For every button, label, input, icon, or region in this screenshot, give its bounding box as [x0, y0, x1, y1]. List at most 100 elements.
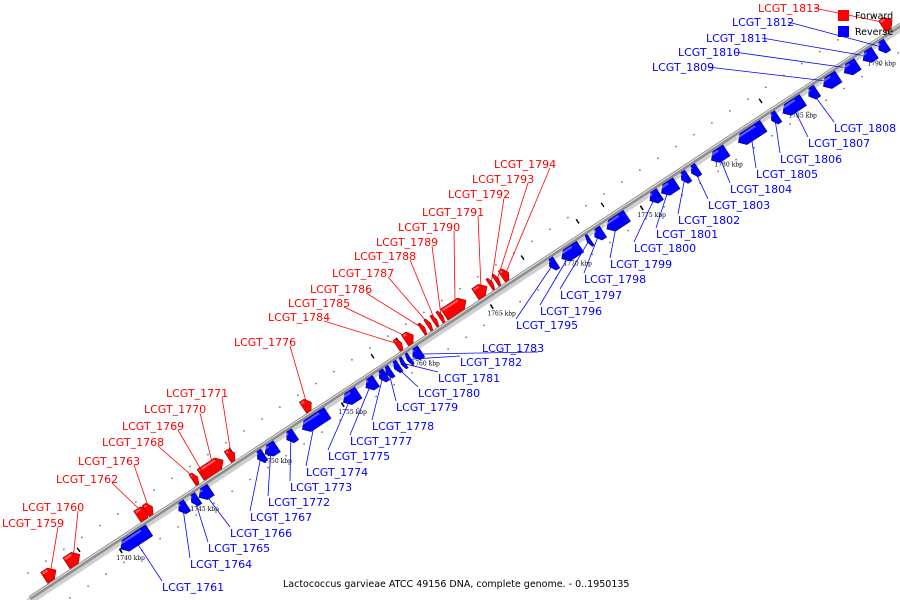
gene-feature[interactable]: [768, 110, 783, 126]
forward-gene-arrow[interactable]: [188, 472, 201, 487]
reverse-gene-arrow[interactable]: [678, 169, 693, 185]
gene-feature[interactable]: [409, 345, 426, 362]
gene-label[interactable]: LCGT_1782: [460, 356, 522, 369]
gene-label[interactable]: LCGT_1797: [560, 289, 622, 302]
reverse-gene-arrow[interactable]: [404, 352, 415, 366]
gene-feature[interactable]: [440, 295, 470, 321]
reverse-gene-arrow[interactable]: [646, 188, 664, 206]
gene-label[interactable]: LCGT_1794: [494, 158, 556, 171]
gene-label[interactable]: LCGT_1791: [422, 206, 484, 219]
gene-label[interactable]: LCGT_1785: [288, 297, 350, 310]
reverse-gene-arrow[interactable]: [299, 407, 332, 435]
forward-gene-arrow[interactable]: [497, 267, 512, 283]
gene-feature[interactable]: [546, 256, 561, 272]
gene-label[interactable]: LCGT_1789: [376, 236, 438, 249]
gene-label[interactable]: LCGT_1807: [808, 137, 870, 150]
forward-gene-arrow[interactable]: [40, 565, 60, 584]
gene-feature[interactable]: [340, 386, 363, 408]
reverse-gene-arrow[interactable]: [409, 345, 426, 362]
gene-label[interactable]: LCGT_1793: [472, 173, 534, 186]
forward-gene-arrow[interactable]: [429, 314, 440, 328]
gene-feature[interactable]: [400, 330, 417, 347]
gene-label[interactable]: LCGT_1788: [354, 250, 416, 263]
forward-gene-arrow[interactable]: [392, 337, 405, 352]
gene-label[interactable]: LCGT_1781: [438, 372, 500, 385]
gene-feature[interactable]: [117, 524, 154, 555]
gene-feature[interactable]: [423, 318, 434, 332]
gene-label[interactable]: LCGT_1811: [706, 32, 768, 45]
gene-label[interactable]: LCGT_1808: [834, 122, 896, 135]
gene-feature[interactable]: [646, 188, 664, 206]
gene-feature[interactable]: [199, 455, 227, 480]
forward-gene-arrow[interactable]: [400, 330, 417, 347]
gene-label[interactable]: LCGT_1770: [144, 403, 206, 416]
gene-feature[interactable]: [391, 359, 404, 374]
gene-label[interactable]: LCGT_1796: [540, 305, 602, 318]
gene-feature[interactable]: [254, 448, 269, 464]
reverse-gene-arrow[interactable]: [391, 359, 404, 374]
forward-gene-arrow[interactable]: [223, 447, 238, 463]
gene-feature[interactable]: [299, 407, 332, 435]
gene-feature[interactable]: [298, 397, 315, 414]
gene-label[interactable]: LCGT_1765: [208, 542, 270, 555]
gene-label[interactable]: LCGT_1761: [162, 581, 224, 594]
gene-feature[interactable]: [491, 273, 502, 287]
gene-label[interactable]: LCGT_1805: [756, 168, 818, 181]
reverse-gene-arrow[interactable]: [546, 256, 561, 272]
gene-label[interactable]: LCGT_1804: [730, 183, 792, 196]
gene-feature[interactable]: [223, 447, 238, 463]
gene-feature[interactable]: [485, 277, 496, 291]
gene-label[interactable]: LCGT_1773: [290, 481, 352, 494]
gene-feature[interactable]: [195, 483, 215, 503]
reverse-gene-arrow[interactable]: [283, 428, 300, 445]
reverse-gene-arrow[interactable]: [688, 163, 703, 178]
gene-label[interactable]: LCGT_1779: [396, 401, 458, 414]
gene-label[interactable]: LCGT_1792: [448, 188, 510, 201]
gene-feature[interactable]: [376, 368, 391, 384]
gene-feature[interactable]: [878, 14, 896, 33]
gene-feature[interactable]: [383, 365, 396, 379]
reverse-gene-arrow[interactable]: [735, 120, 768, 148]
gene-label[interactable]: LCGT_1759: [2, 517, 64, 530]
gene-label[interactable]: LCGT_1812: [732, 16, 794, 29]
forward-gene-arrow[interactable]: [298, 397, 315, 414]
gene-feature[interactable]: [805, 84, 822, 101]
gene-label[interactable]: LCGT_1767: [250, 511, 312, 524]
reverse-gene-arrow[interactable]: [584, 233, 595, 247]
reverse-gene-arrow[interactable]: [820, 70, 843, 92]
gene-label[interactable]: LCGT_1763: [78, 455, 140, 468]
reverse-gene-arrow[interactable]: [383, 365, 396, 379]
gene-feature[interactable]: [591, 225, 608, 242]
gene-feature[interactable]: [141, 501, 156, 517]
gene-feature[interactable]: [62, 549, 84, 570]
gene-label[interactable]: LCGT_1771: [166, 387, 228, 400]
gene-feature[interactable]: [875, 38, 892, 55]
gene-feature[interactable]: [678, 169, 693, 185]
gene-label[interactable]: LCGT_1778: [372, 420, 434, 433]
gene-feature[interactable]: [688, 163, 703, 178]
reverse-gene-arrow[interactable]: [658, 177, 681, 199]
gene-feature[interactable]: [497, 267, 512, 283]
gene-label[interactable]: LCGT_1784: [268, 311, 330, 324]
reverse-gene-arrow[interactable]: [875, 38, 892, 55]
gene-label[interactable]: LCGT_1775: [328, 450, 390, 463]
gene-feature[interactable]: [584, 233, 595, 247]
gene-feature[interactable]: [261, 440, 281, 460]
gene-label[interactable]: LCGT_1790: [398, 221, 460, 234]
gene-label[interactable]: LCGT_1760: [22, 501, 84, 514]
gene-feature[interactable]: [779, 94, 807, 119]
reverse-gene-arrow[interactable]: [398, 356, 409, 370]
gene-label[interactable]: LCGT_1810: [678, 46, 740, 59]
gene-label[interactable]: LCGT_1798: [584, 273, 646, 286]
gene-label[interactable]: LCGT_1803: [708, 199, 770, 212]
reverse-gene-arrow[interactable]: [708, 144, 731, 166]
reverse-gene-arrow[interactable]: [603, 209, 631, 234]
gene-feature[interactable]: [859, 46, 879, 66]
forward-gene-arrow[interactable]: [141, 501, 156, 517]
forward-gene-arrow[interactable]: [440, 295, 470, 321]
gene-feature[interactable]: [841, 58, 862, 79]
gene-feature[interactable]: [820, 70, 843, 92]
gene-label[interactable]: LCGT_1764: [190, 558, 252, 571]
gene-feature[interactable]: [603, 209, 631, 234]
gene-feature[interactable]: [558, 240, 585, 264]
